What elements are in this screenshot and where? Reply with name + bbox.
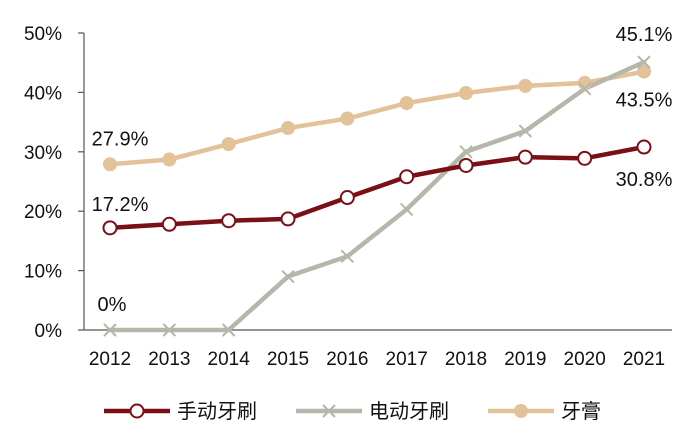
data-point xyxy=(103,323,117,337)
data-point xyxy=(161,216,177,232)
legend-item: 牙膏 xyxy=(488,400,601,423)
data-label: 43.5% xyxy=(616,90,673,112)
data-point xyxy=(637,55,651,69)
series-line-2 xyxy=(107,69,647,167)
data-point xyxy=(221,137,236,152)
series-lines xyxy=(107,59,647,333)
data-point xyxy=(636,139,652,155)
data-point xyxy=(281,269,295,284)
data-point xyxy=(162,152,177,167)
x-marker-stroke xyxy=(221,323,236,337)
data-point xyxy=(518,78,533,93)
data-point xyxy=(339,190,355,206)
x-tick-label: 2019 xyxy=(504,349,546,370)
x-marker-stroke xyxy=(577,82,592,96)
x-tick-label: 2020 xyxy=(564,349,606,370)
x-tick-label: 2015 xyxy=(267,349,309,370)
x-tick-label: 2016 xyxy=(326,349,368,370)
data-point xyxy=(103,157,117,172)
y-tick-label: 10% xyxy=(24,262,62,283)
legend-item: 电动牙刷 xyxy=(296,400,449,423)
data-point xyxy=(280,211,296,227)
x-marker-stroke xyxy=(103,323,117,337)
x-tick-label: 2018 xyxy=(445,349,487,370)
data-labels: 27.9% 17.2% 0% 45.1% 43.5% 30.8% xyxy=(92,24,673,316)
legend-marker xyxy=(514,404,528,418)
series-line-1 xyxy=(107,59,647,333)
x-marker-stroke xyxy=(281,269,295,284)
y-tick-label: 40% xyxy=(24,83,62,104)
data-point xyxy=(577,150,593,166)
x-tick-label: 2014 xyxy=(208,349,251,370)
axes: 0% 10% 20% 30% 40% 50% 2012 2013 2014 2015 2016 201… xyxy=(24,24,672,370)
legend: 手动牙刷 电动牙刷 牙膏 xyxy=(104,400,601,423)
data-point xyxy=(399,202,414,217)
data-point xyxy=(340,249,355,264)
x-marker-stroke xyxy=(340,249,355,264)
x-tick-label: 2017 xyxy=(386,349,428,370)
legend-label: 手动牙刷 xyxy=(177,400,257,423)
data-point xyxy=(162,323,177,337)
y-tick-label: 0% xyxy=(35,321,63,342)
data-label: 27.9% xyxy=(92,128,149,150)
x-marker-stroke xyxy=(322,404,336,418)
x-marker-stroke xyxy=(399,202,414,217)
y-tick-label: 30% xyxy=(24,143,62,164)
data-point xyxy=(518,124,533,138)
data-point xyxy=(459,145,473,159)
x-marker-stroke xyxy=(459,145,473,159)
data-point xyxy=(517,149,533,165)
data-point xyxy=(102,220,118,236)
legend-marker xyxy=(129,403,145,419)
data-point xyxy=(399,169,415,185)
data-point xyxy=(637,64,651,79)
data-point xyxy=(221,323,236,337)
data-point xyxy=(340,111,355,126)
data-label: 45.1% xyxy=(616,24,673,46)
x-tick-label: 2021 xyxy=(623,349,665,370)
legend-marker xyxy=(322,404,336,418)
data-point xyxy=(399,96,414,111)
x-tick-label: 2013 xyxy=(148,349,190,370)
data-point xyxy=(458,157,474,173)
legend-item: 手动牙刷 xyxy=(104,400,257,423)
x-marker-stroke xyxy=(518,124,533,138)
x-tick-label: 2012 xyxy=(89,349,131,370)
data-label: 30.8% xyxy=(616,169,673,191)
y-tick-label: 20% xyxy=(24,202,62,223)
x-marker-stroke xyxy=(162,323,177,337)
x-marker-stroke xyxy=(637,55,651,69)
series-line-0 xyxy=(107,144,647,231)
data-label: 17.2% xyxy=(92,194,149,216)
legend-label: 电动牙刷 xyxy=(369,400,449,423)
legend-label: 牙膏 xyxy=(561,400,601,423)
data-point xyxy=(459,85,473,100)
data-point xyxy=(221,213,237,229)
data-point xyxy=(281,121,295,136)
series-markers xyxy=(102,55,652,337)
data-point xyxy=(577,82,592,96)
data-label: 0% xyxy=(98,294,127,316)
y-tick-label: 50% xyxy=(24,24,62,45)
